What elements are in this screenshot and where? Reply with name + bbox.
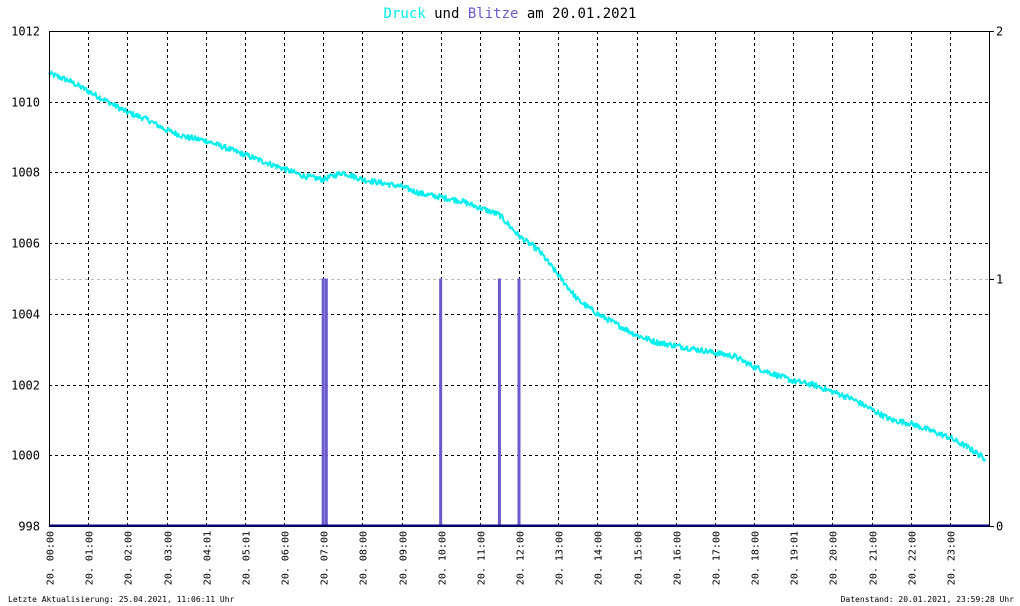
x-tick-label: 20. 20:00 <box>829 531 840 585</box>
footer-data-status: Datenstand: 20.01.2021, 23:59:28 Uhr <box>841 595 1015 604</box>
x-tick-label: 20. 13:00 <box>555 531 566 585</box>
title-blitze: Blitze <box>468 6 519 22</box>
x-tick-label: 20. 14:00 <box>594 531 605 585</box>
x-tick-label: 20. 06:00 <box>281 531 292 585</box>
x-tick-label: 20. 19:01 <box>790 531 801 585</box>
x-tick-label: 20. 17:00 <box>712 531 723 585</box>
x-tick-label: 20. 11:00 <box>477 531 488 585</box>
x-tick-label: 20. 05:01 <box>242 531 253 585</box>
x-tick-label: 20. 18:00 <box>751 531 762 585</box>
right-axis-tick-label: 0 <box>996 520 1003 534</box>
x-tick-label: 20. 16:00 <box>673 531 684 585</box>
title-druck: Druck <box>384 6 427 22</box>
lightning-bar <box>439 278 443 526</box>
x-tick-label: 20. 22:00 <box>908 531 919 585</box>
x-tick-label: 20. 07:00 <box>320 531 331 585</box>
title-und: und <box>426 6 468 22</box>
x-tick-label: 20. 15:00 <box>634 531 645 585</box>
x-tick-label: 20. 02:00 <box>124 531 135 585</box>
lightning-bars <box>321 278 521 526</box>
pressure-line <box>48 70 987 462</box>
pressure-series <box>48 70 987 462</box>
left-axis-tick-label: 1006 <box>11 237 40 251</box>
lightning-bar <box>324 278 328 526</box>
lightning-bar <box>321 278 325 526</box>
left-axis-tick-label: 1012 <box>11 25 40 39</box>
x-tick-label: 20. 12:00 <box>516 531 527 585</box>
lightning-bar <box>517 278 521 526</box>
x-tick-label: 20. 00:00 <box>46 531 57 585</box>
title-date: am 20.01.2021 <box>518 6 636 22</box>
x-tick-label: 20. 03:00 <box>164 531 175 585</box>
x-tick-label: 20. 09:00 <box>399 531 410 585</box>
left-axis-tick-label: 1010 <box>11 96 40 110</box>
left-axis-tick-label: 1004 <box>11 308 40 322</box>
x-tick-label: 20. 04:01 <box>203 531 214 585</box>
x-tick-label: 20. 08:00 <box>359 531 370 585</box>
left-axis-tick-label: 998 <box>18 520 40 534</box>
x-tick-label: 20. 21:00 <box>869 531 880 585</box>
lightning-bar <box>497 278 501 526</box>
axes: 20. 00:00 20. 01:00 20. 02:00 20. 03:00 20. … <box>11 25 1003 586</box>
x-tick-label: 20. 23:00 <box>947 531 958 585</box>
right-axis-tick-label: 1 <box>996 273 1003 287</box>
left-axis-tick-label: 1000 <box>11 449 40 463</box>
x-tick-label: 20. 01:00 <box>85 531 96 585</box>
right-axis-tick-label: 2 <box>996 25 1003 39</box>
x-tick-label: 20. 10:00 <box>438 531 449 585</box>
left-axis-tick-label: 1002 <box>11 379 40 393</box>
footer-last-update: Letzte Aktualisierung: 25.04.2021, 11:06… <box>8 595 235 604</box>
chart-title: Druck und Blitze am 20.01.2021 <box>384 6 637 22</box>
left-axis-tick-label: 1008 <box>11 166 40 180</box>
